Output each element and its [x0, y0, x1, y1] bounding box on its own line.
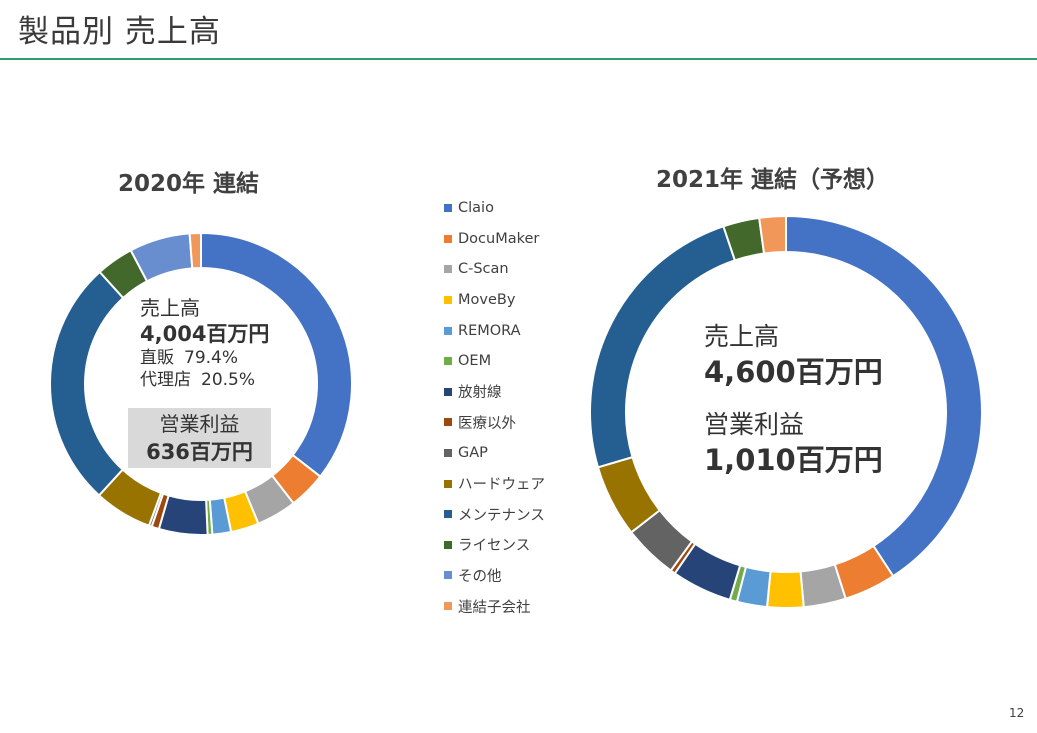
- page-title: 製品別 売上高: [18, 14, 221, 50]
- center-summary-2021: 売上高 4,600百万円 営業利益 1,010百万円: [704, 322, 883, 480]
- profit-value-2020: 636百万円: [146, 440, 253, 464]
- legend-swatch: [444, 510, 452, 519]
- operating-profit-box-2020: 営業利益 636百万円: [128, 408, 271, 468]
- legend-item: REMORA: [444, 315, 545, 346]
- legend-swatch: [444, 265, 452, 274]
- legend-swatch: [444, 296, 452, 305]
- legend-label: C-Scan: [458, 261, 509, 278]
- legend-item: Claio: [444, 193, 545, 224]
- legend-label: GAP: [458, 445, 488, 462]
- donut-2020-slice-13: [188, 231, 202, 270]
- donut-2021-slice-0: [785, 214, 983, 578]
- direct-value: 79.4%: [184, 348, 239, 368]
- legend-item: GAP: [444, 438, 545, 469]
- agent-value: 20.5%: [201, 370, 256, 390]
- center-summary-2020: 売上高 4,004百万円 直販 79.4% 代理店 20.5%: [140, 295, 330, 391]
- legend-label: REMORA: [458, 322, 521, 339]
- legend-label: ハードウェア: [458, 477, 545, 494]
- sales-label-2021: 売上高: [704, 322, 780, 351]
- legend-label: その他: [458, 568, 502, 585]
- legend-item: OEM: [444, 346, 545, 377]
- sales-value-2020: 4,004百万円: [140, 322, 270, 346]
- agent-sales-row: 代理店 20.5%: [140, 369, 330, 391]
- agent-label: 代理店: [140, 370, 191, 390]
- legend-item: 放射線: [444, 377, 545, 408]
- legend-swatch: [444, 540, 452, 549]
- sales-label-2020: 売上高: [140, 296, 200, 320]
- legend-label: ライセンス: [458, 538, 531, 555]
- legend-item: メンテナンス: [444, 499, 545, 530]
- legend-swatch: [444, 204, 452, 213]
- chart-title-2020: 2020年 連結: [118, 171, 260, 197]
- profit-label-2020: 営業利益: [159, 412, 240, 436]
- title-divider: [0, 58, 1037, 60]
- profit-value-2021: 1,010百万円: [704, 443, 883, 477]
- legend-label: MoveBy: [458, 292, 516, 309]
- legend-label: Claio: [458, 200, 494, 217]
- legend-item: ライセンス: [444, 530, 545, 561]
- legend-swatch: [444, 418, 452, 427]
- legend-swatch: [444, 357, 452, 366]
- legend-swatch: [444, 387, 452, 396]
- direct-label: 直販: [140, 348, 174, 368]
- legend-item: ハードウェア: [444, 468, 545, 499]
- legend-item: C-Scan: [444, 254, 545, 285]
- chart-title-2021: 2021年 連結（予想）: [656, 167, 890, 193]
- legend-swatch: [444, 479, 452, 488]
- legend-swatch: [444, 326, 452, 335]
- legend-label: OEM: [458, 353, 492, 370]
- legend-item: DocuMaker: [444, 224, 545, 255]
- legend-swatch: [444, 602, 452, 611]
- profit-label-2021: 営業利益: [704, 410, 805, 439]
- page-number: 12: [1009, 706, 1025, 720]
- legend-swatch: [444, 571, 452, 580]
- sales-value-2021: 4,600百万円: [704, 355, 883, 389]
- legend-item: その他: [444, 560, 545, 591]
- legend-swatch: [444, 449, 452, 458]
- legend-label: 医療以外: [458, 415, 516, 432]
- legend-item: MoveBy: [444, 285, 545, 316]
- direct-sales-row: 直販 79.4%: [140, 347, 330, 369]
- legend-label: メンテナンス: [458, 507, 545, 524]
- legend-item: 医療以外: [444, 407, 545, 438]
- legend-label: 連結子会社: [458, 599, 531, 616]
- legend-item: 連結子会社: [444, 591, 545, 622]
- donut-2021-slice-13: [757, 214, 787, 255]
- chart-legend: Claio DocuMaker C-Scan MoveBy REMORA OEM 放射線医療…: [444, 193, 545, 621]
- legend-swatch: [444, 234, 452, 243]
- legend-label: 放射線: [458, 385, 502, 402]
- donut-2021-slice-3: [765, 570, 805, 609]
- legend-label: DocuMaker: [458, 230, 540, 247]
